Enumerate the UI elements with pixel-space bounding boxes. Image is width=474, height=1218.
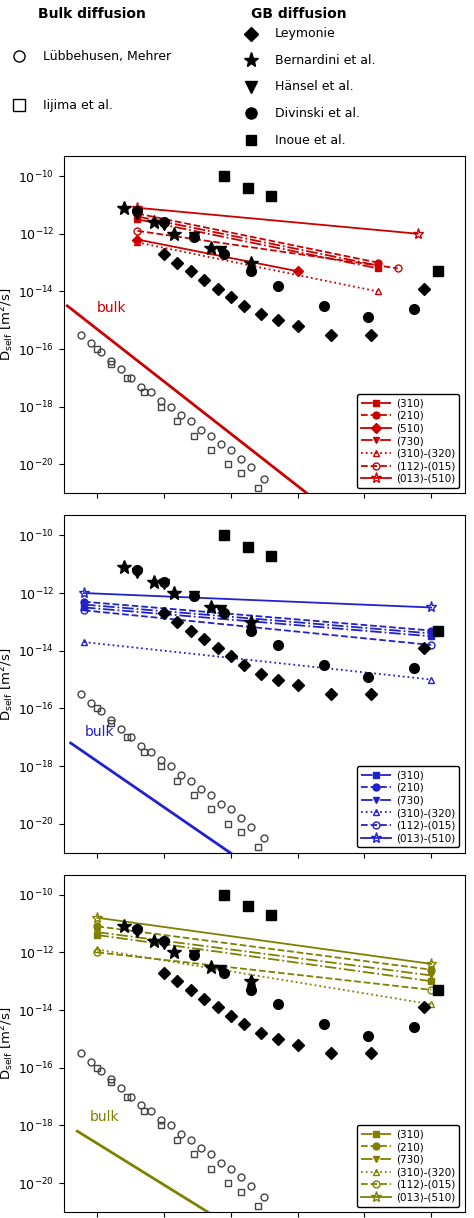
Text: Iijima et al.: Iijima et al. [43,99,112,112]
Y-axis label: D$_{\mathsf{self}}$ [m$^2$/s]: D$_{\mathsf{self}}$ [m$^2$/s] [0,1006,16,1080]
Legend: (310), (210), (510), (730), (310)-(320), (112)-(015), (013)-(510): (310), (210), (510), (730), (310)-(320),… [357,395,459,488]
Text: Divinski et al.: Divinski et al. [275,107,360,119]
Text: Bulk diffusion: Bulk diffusion [38,7,146,21]
Text: GB diffusion: GB diffusion [251,7,347,21]
Text: Bernardini et al.: Bernardini et al. [275,54,375,67]
Y-axis label: D$_{\mathsf{self}}$ [m$^2$/s]: D$_{\mathsf{self}}$ [m$^2$/s] [0,647,16,721]
Text: m-EAM: m-EAM [382,817,453,836]
Legend: (310), (210), (730), (310)-(320), (112)-(015), (013)-(510): (310), (210), (730), (310)-(320), (112)-… [357,1125,459,1207]
Text: bulk: bulk [90,1111,119,1124]
Text: ADP: ADP [410,1177,453,1195]
Text: bulk: bulk [97,301,127,314]
Text: EAM: EAM [409,458,453,476]
Text: bulk: bulk [85,725,115,738]
Y-axis label: D$_{\mathsf{self}}$ [m$^2$/s]: D$_{\mathsf{self}}$ [m$^2$/s] [0,287,16,362]
Legend: (310), (210), (730), (310)-(320), (112)-(015), (013)-(510): (310), (210), (730), (310)-(320), (112)-… [357,766,459,848]
Text: Leymonie: Leymonie [275,27,336,40]
Text: Hänsel et al.: Hänsel et al. [275,80,354,94]
Text: Lübbehusen, Mehrer: Lübbehusen, Mehrer [43,50,171,62]
Text: Inoue et al.: Inoue et al. [275,134,346,146]
